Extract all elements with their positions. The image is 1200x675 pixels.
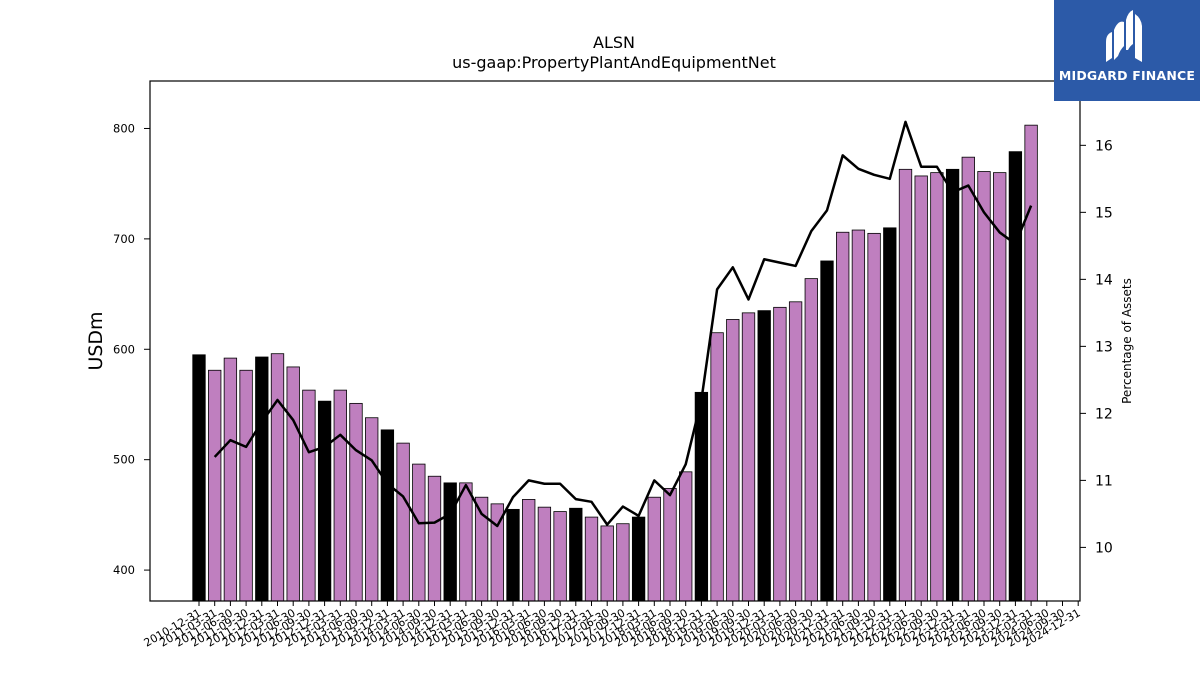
plot-frame: [149, 80, 1081, 602]
bar-2015-03-31: [459, 482, 473, 602]
bar-2013-06-30: [349, 402, 363, 602]
line-layer: [213, 120, 1033, 528]
y-tick-label: 700: [113, 232, 135, 246]
right-axis: 10 11 12 13 14 15 16: [1080, 138, 1113, 556]
y2-tick-label: 16: [1095, 138, 1113, 154]
bar-2012-12-31: [317, 400, 332, 602]
y2-tick-label: 11: [1095, 473, 1113, 489]
y2-tick-label: 12: [1095, 406, 1113, 422]
logo-text: MIDGARD FINANCE: [1058, 68, 1196, 83]
midgard-finance-logo: MIDGARD FINANCE: [1054, 0, 1200, 101]
bar-2017-09-30: [616, 523, 630, 602]
bar-2020-06-30: [788, 301, 803, 602]
bar-2011-03-31: [208, 369, 222, 602]
bar-2016-03-31: [522, 499, 536, 602]
y2-tick-label: 15: [1095, 205, 1113, 221]
bar-2013-09-30: [365, 417, 379, 602]
bar-2018-03-31: [647, 496, 661, 602]
bar-2016-09-30: [553, 511, 567, 602]
bar-2019-06-30: [726, 319, 740, 602]
bar-2022-09-30: [930, 172, 944, 602]
bar-2022-06-30: [914, 175, 928, 602]
bar-2022-03-31: [898, 168, 913, 602]
bars-layer: [192, 124, 1038, 602]
bar-2014-12-31: [443, 482, 457, 602]
bar-2010-12-31: [192, 354, 206, 602]
bar-2021-06-30: [851, 229, 866, 602]
bar-2014-09-30: [427, 475, 442, 602]
bar-2019-12-31: [757, 310, 771, 602]
left-axis: 400 500 600 700 800: [113, 121, 150, 577]
bar-2018-12-31: [694, 391, 709, 602]
bar-2023-03-31: [961, 156, 975, 602]
bar-2011-12-31: [255, 356, 269, 602]
bar-2020-03-31: [773, 306, 787, 602]
bar-2019-03-31: [710, 332, 724, 602]
bar-2012-06-30: [286, 366, 300, 602]
bar-2023-06-30: [977, 171, 991, 602]
bar-2016-12-31: [569, 507, 583, 602]
y-tick-label: 800: [113, 121, 135, 135]
bar-2012-03-31: [270, 353, 285, 602]
bar-2014-06-30: [412, 463, 426, 602]
y-tick-label: 500: [113, 453, 135, 467]
y2-tick-label: 10: [1095, 540, 1113, 556]
chart-subtitle: us-gaap:PropertyPlantAndEquipmentNet: [452, 53, 776, 72]
logo-mark-icon: [1106, 10, 1142, 62]
y2-tick-label: 13: [1095, 339, 1113, 355]
y-tick-label: 400: [113, 563, 135, 577]
percentage-of-assets-line: [213, 120, 1033, 528]
y-axis-label: USDm: [85, 311, 107, 370]
bar-2011-06-30: [223, 357, 238, 602]
bar-2022-12-31: [945, 168, 960, 602]
bar-2024-03-31: [1024, 124, 1038, 602]
bar-2013-12-31: [380, 429, 395, 602]
bar-2011-09-30: [239, 369, 253, 602]
bar-2018-09-30: [679, 471, 693, 602]
bar-2016-06-30: [537, 506, 552, 602]
bar-2017-03-31: [584, 516, 599, 602]
y2-axis-label: Percentage of Assets: [1120, 278, 1134, 404]
bar-2014-03-31: [396, 442, 410, 602]
bar-2021-12-31: [883, 227, 897, 602]
x-axis: 2010-12-312011-03-312011-06-302011-09-30…: [142, 601, 1083, 650]
bar-2020-12-31: [820, 260, 834, 602]
chart-title: ALSN: [593, 33, 635, 52]
bar-2017-06-30: [600, 525, 614, 602]
bar-2013-03-31: [333, 389, 347, 602]
y-tick-label: 600: [113, 342, 135, 356]
bar-2018-06-30: [663, 487, 677, 602]
bar-2015-12-31: [506, 508, 520, 602]
bar-2019-09-30: [741, 312, 756, 602]
bar-2012-09-30: [302, 389, 316, 602]
y2-tick-label: 14: [1095, 272, 1113, 288]
bar-2017-12-31: [631, 516, 646, 602]
bar-2023-12-31: [1008, 151, 1023, 602]
bar-2021-03-31: [836, 231, 850, 602]
bar-2021-09-30: [867, 232, 881, 602]
bar-2020-09-30: [804, 278, 818, 602]
